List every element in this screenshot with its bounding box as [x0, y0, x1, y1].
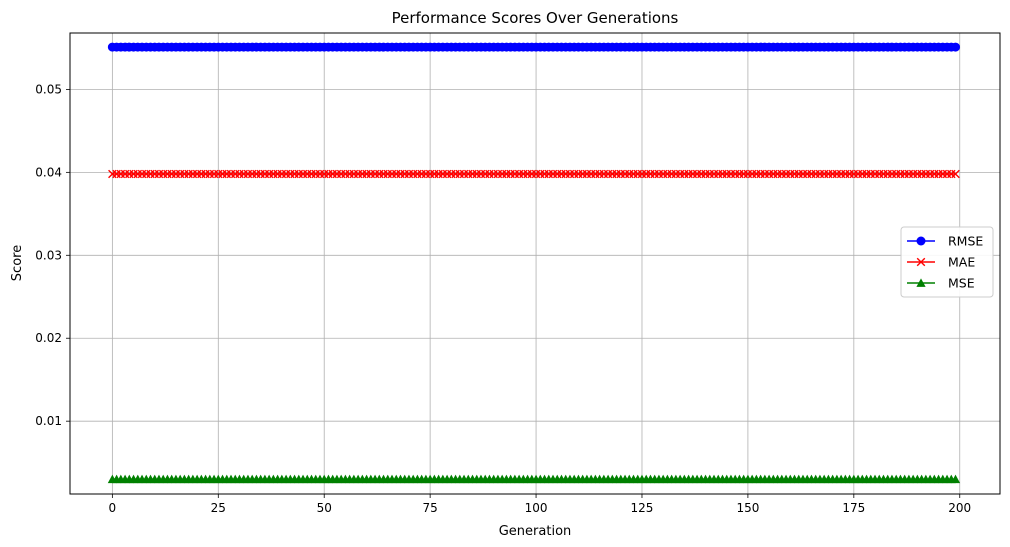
legend-label-mae: MAE [948, 255, 975, 270]
y-tick-label: 0.02 [35, 331, 62, 345]
y-tick-label: 0.01 [35, 414, 62, 428]
y-axis-label: Score [10, 245, 25, 281]
legend-box [900, 226, 994, 298]
x-tick-label: 125 [631, 501, 654, 515]
x-tick-label: 100 [525, 501, 548, 515]
legend-label-rmse: RMSE [948, 234, 983, 249]
mse-series [107, 474, 961, 484]
x-tick-label: 200 [948, 501, 971, 515]
mse-point [950, 474, 961, 484]
x-tick-label: 0 [109, 501, 117, 515]
legend-entries: RMSE MAE MSE [907, 234, 983, 291]
x-tick-label: 175 [842, 501, 865, 515]
y-tick-label: 0.03 [35, 248, 62, 262]
chart-title: Performance Scores Over Generations [392, 9, 679, 27]
legend: RMSE MAE MSE [900, 226, 994, 298]
legend-label-mse: MSE [948, 276, 975, 291]
legend-item-mse: MSE [907, 276, 975, 291]
x-tick-label: 25 [211, 501, 226, 515]
x-tick-label: 50 [317, 501, 332, 515]
axes-frame [69, 32, 1001, 495]
rmse-series [107, 42, 961, 52]
y-tick-label: 0.04 [35, 165, 62, 179]
legend-item-rmse: RMSE [907, 234, 983, 249]
mae-series [108, 169, 960, 179]
x-tick-label: 150 [736, 501, 759, 515]
mae-point [951, 169, 960, 179]
legend-item-mae: MAE [907, 255, 975, 270]
axis-ticks: 0 25 50 75 100 125 150 175 200 0.01 0.02 0.03 0.04 0.… [35, 82, 971, 515]
x-tick-label: 75 [422, 501, 437, 515]
legend-marker-rmse [916, 236, 926, 246]
y-tick-label: 0.05 [35, 82, 62, 96]
legend-marker-mse [916, 278, 926, 287]
legend-marker-mae [916, 257, 926, 267]
rmse-point [951, 42, 961, 52]
x-axis-label: Generation [499, 524, 572, 539]
plot-series [107, 42, 961, 484]
